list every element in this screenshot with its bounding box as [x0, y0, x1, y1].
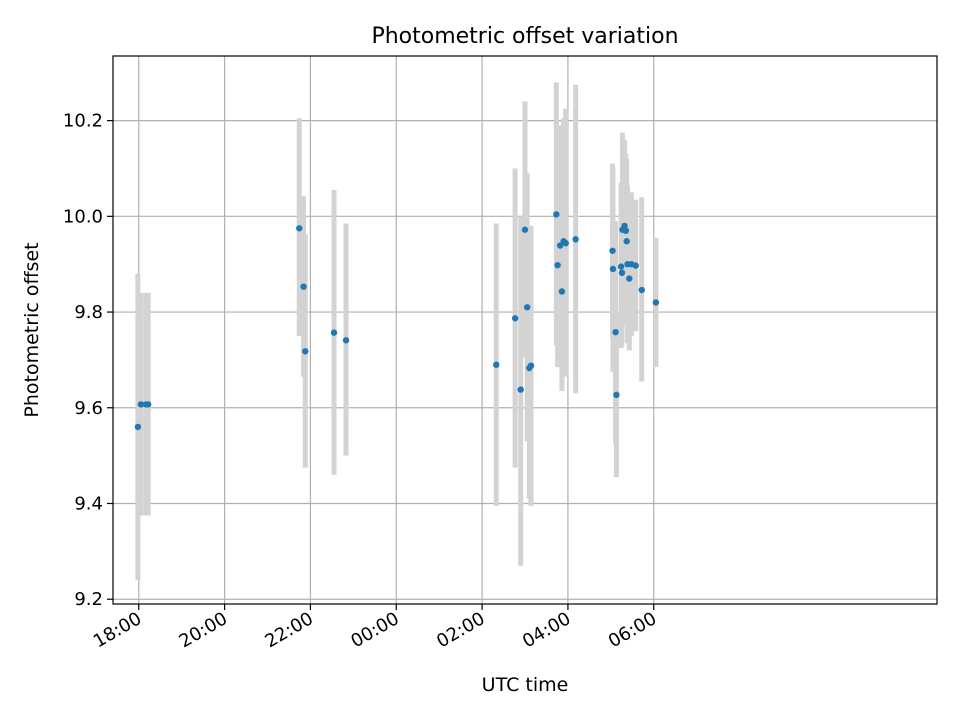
data-point — [517, 386, 524, 393]
y-tick-label: 9.8 — [74, 302, 103, 323]
data-point — [144, 401, 152, 408]
data-point — [554, 261, 561, 269]
data-point — [621, 222, 628, 230]
data-point — [302, 348, 309, 355]
data-point — [330, 329, 338, 336]
data-point — [511, 315, 519, 322]
data-point — [556, 242, 564, 249]
data-point — [134, 423, 142, 431]
data-point — [521, 226, 529, 233]
data-point — [632, 262, 639, 269]
data-point — [493, 361, 500, 368]
data-point — [562, 239, 569, 247]
axes-frame — [112, 55, 938, 605]
data-point — [553, 211, 560, 218]
data-point — [652, 299, 660, 306]
data-point — [626, 275, 633, 282]
data-point — [622, 227, 630, 234]
data-point — [300, 283, 307, 290]
y-tick-label: 9.6 — [74, 398, 103, 419]
data-point — [613, 391, 620, 399]
x-axis-label: UTC time — [482, 674, 569, 696]
data-point — [137, 401, 145, 408]
data-point — [617, 263, 625, 270]
y-tick-label: 10.0 — [63, 206, 103, 227]
data-point — [618, 269, 626, 277]
data-point — [612, 328, 619, 336]
data-point — [623, 238, 630, 245]
data-point — [572, 236, 579, 243]
y-tick-label: 10.2 — [63, 111, 103, 132]
data-point — [342, 337, 350, 344]
y-tick-label: 9.2 — [74, 589, 103, 610]
data-point — [296, 225, 303, 232]
y-tick-label: 9.4 — [74, 493, 103, 514]
y-axis-label: Photometric offset — [21, 242, 43, 417]
data-points — [134, 211, 660, 431]
data-point — [638, 286, 645, 294]
data-point — [523, 304, 531, 311]
data-point — [527, 362, 535, 369]
data-point — [609, 247, 616, 254]
data-point — [609, 265, 617, 273]
data-point — [558, 288, 566, 295]
chart-title: Photometric offset variation — [371, 24, 678, 49]
